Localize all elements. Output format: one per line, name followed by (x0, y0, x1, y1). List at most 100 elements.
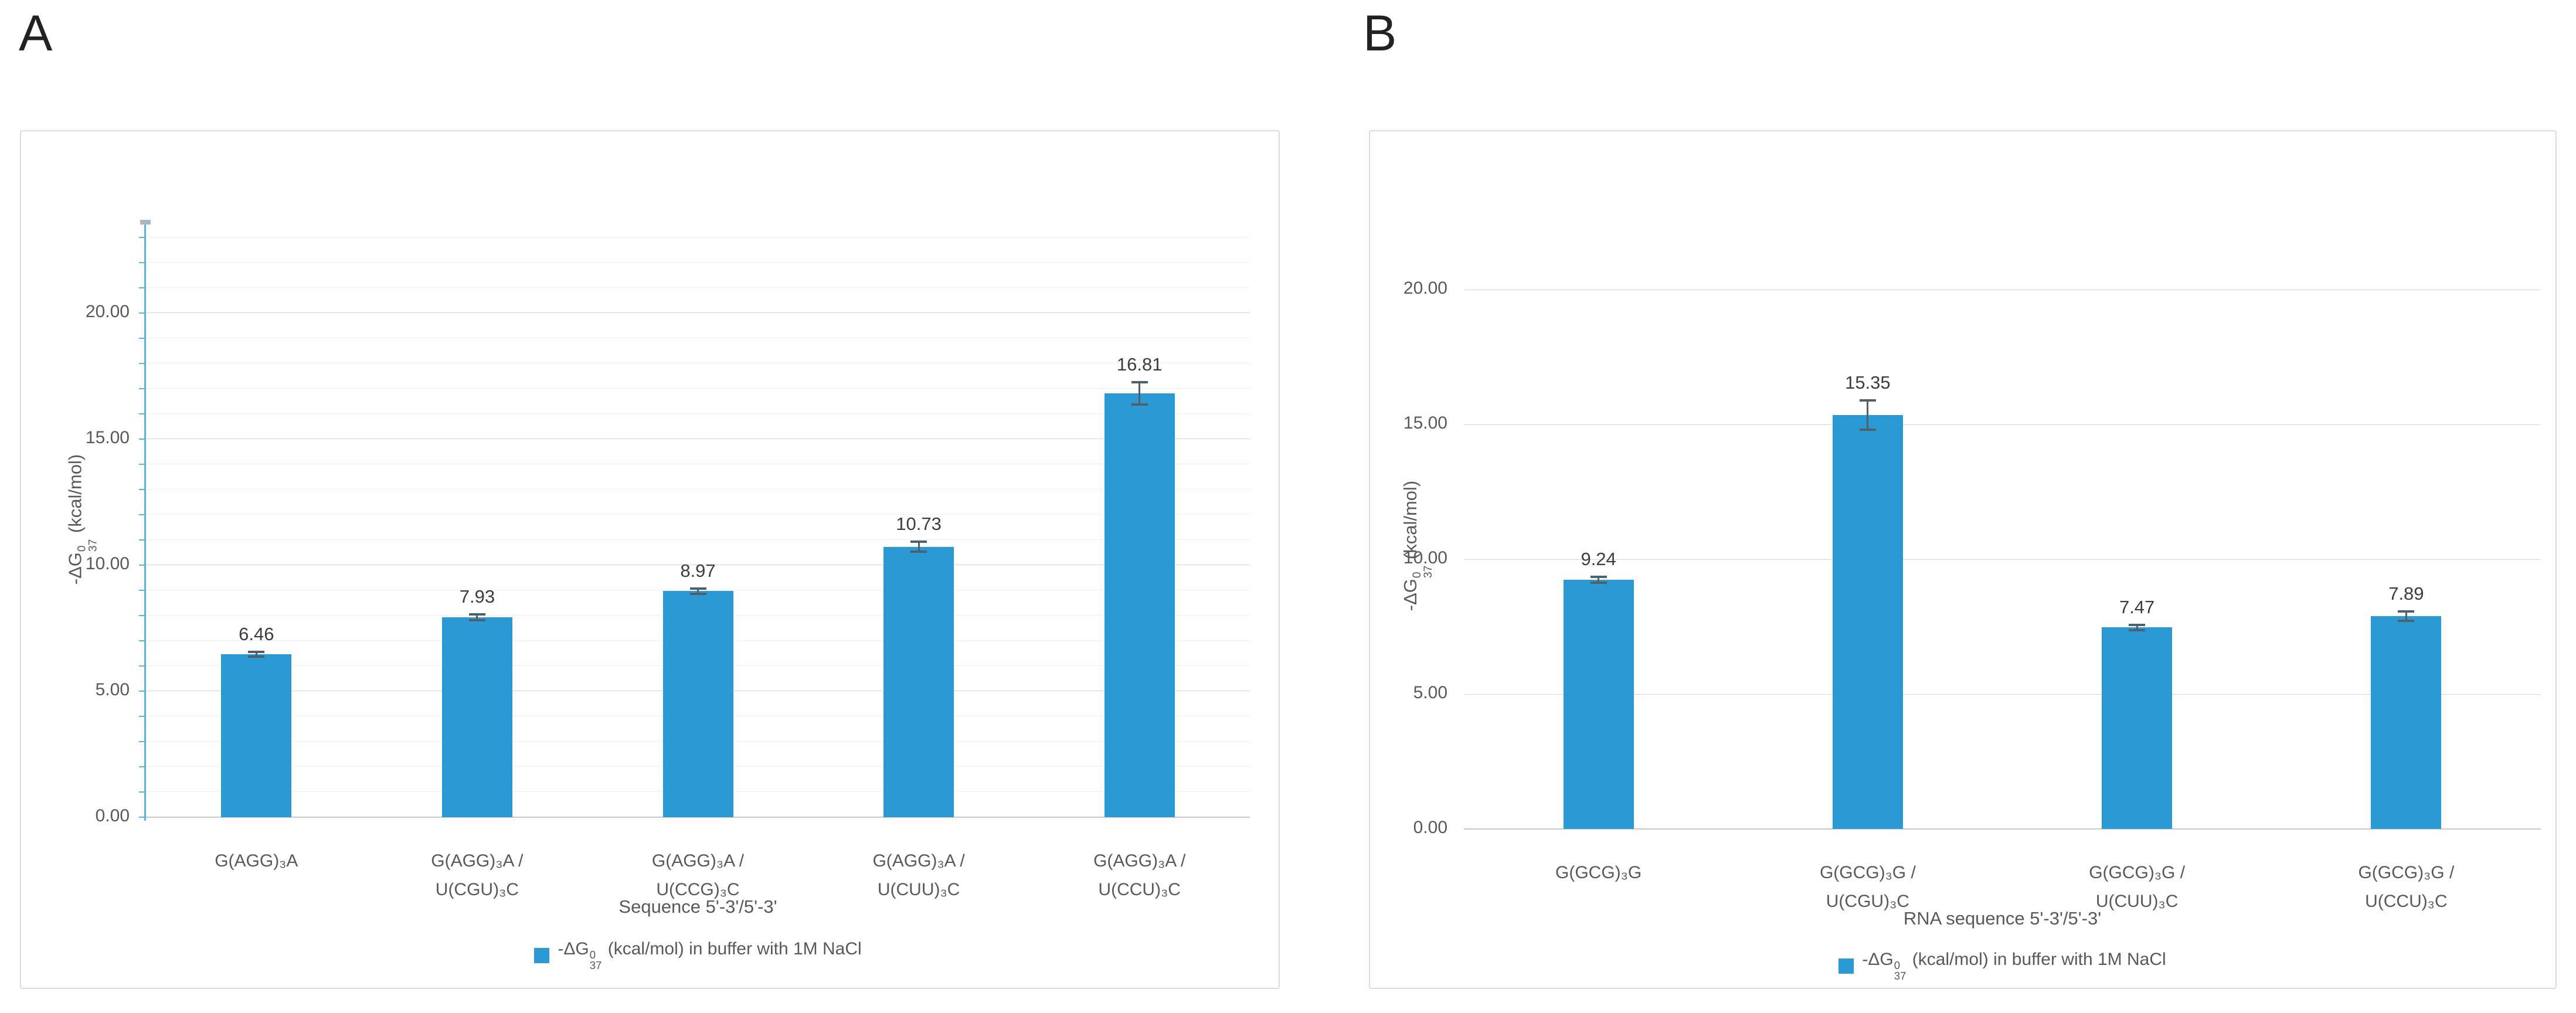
bar-value-label: 9.24 (1581, 549, 1616, 570)
minor-gridline (146, 539, 1250, 541)
bar (1563, 579, 1634, 829)
y-axis-title-sup: 0 (76, 545, 89, 552)
x-category-label-line: U(CGU)₃C (435, 880, 519, 899)
bar (1832, 414, 1903, 829)
y-tick-label: 0.00 (1413, 818, 1447, 837)
bar (441, 617, 512, 817)
error-bar-top-cap (2398, 610, 2415, 613)
y-tick-label: 20.00 (1403, 278, 1447, 298)
x-category-label-line: U(CCU)₃C (2365, 892, 2448, 911)
x-axis-baseline (146, 817, 1250, 818)
major-gridline (146, 438, 1250, 440)
x-category-label-line: U(CUU)₃C (2095, 892, 2179, 911)
y-axis-title-unit: (kcal/mol) (64, 454, 86, 538)
major-gridline (1464, 694, 2541, 695)
y-tick-label: 15.00 (1403, 413, 1447, 433)
y-axis-top-cap (140, 220, 151, 225)
y-axis-tick (139, 740, 146, 742)
y-axis-tick (139, 589, 146, 591)
error-bar-top-cap (248, 650, 265, 653)
x-category-label-line: G(AGG)₃A / (651, 851, 745, 871)
legend-label-sub: 37 (1894, 970, 1906, 983)
x-category-label-line: G(GCG)₃G / (1819, 863, 1916, 882)
panel-b-letter: B (1363, 5, 1397, 62)
y-axis-tick (139, 488, 146, 490)
y-axis-title: -ΔG 0 37 (kcal/mol) (1400, 263, 1435, 829)
bar (662, 591, 733, 817)
panel-a-letter: A (19, 5, 53, 62)
y-axis-tick (139, 413, 146, 414)
bar (883, 546, 954, 817)
bar-value-label: 6.46 (239, 623, 274, 644)
y-tick-label: 5.00 (1413, 683, 1447, 702)
y-axis-title-sub: 37 (87, 539, 100, 552)
legend-label-sup: 0 (589, 948, 596, 961)
error-bar-bottom-cap (910, 550, 927, 553)
x-category-label-line: U(CGU)₃C (1826, 892, 1909, 911)
error-bar-bottom-cap (248, 655, 265, 658)
bar (2102, 627, 2173, 829)
error-bar (255, 651, 257, 657)
error-bar (1598, 577, 1600, 583)
y-axis-tick (139, 514, 146, 515)
error-bar-bottom-cap (468, 619, 485, 622)
bar (1104, 393, 1175, 817)
legend-label: -ΔG 0 37 (kcal/mol) in buffer with 1M NaCl (1862, 950, 2166, 982)
x-category-label: G(GCG)₃G / U(CUU)₃C (2011, 858, 2263, 916)
x-category-label-line: G(AGG)₃A / (872, 851, 965, 871)
bar-value-label: 10.73 (896, 513, 942, 534)
legend-swatch-icon (534, 947, 550, 963)
x-axis-title: Sequence 5'-3'/5'-3' (618, 896, 777, 917)
x-category-label-line: U(CCU)₃C (1098, 880, 1181, 899)
legend-label-base: -ΔG (558, 939, 589, 958)
x-axis-title: RNA sequence 5'-3'/5'-3' (1903, 908, 2102, 929)
legend-swatch-icon (1838, 958, 1854, 974)
plot-area: 0.00 5.00 10.00 15.00 20.00 6.46 G(AGG)₃A 7.93 G… (86, 220, 1250, 899)
y-axis-tick (139, 817, 146, 818)
error-bar-bottom-cap (1131, 403, 1148, 406)
y-axis-tick (139, 791, 146, 793)
legend-label: -ΔG 0 37 (kcal/mol) in buffer with 1M NaCl (558, 939, 861, 971)
y-axis-title-sup: 0 (1411, 572, 1423, 579)
y-tick-label: 0.00 (95, 806, 130, 825)
legend-label-base: -ΔG (1862, 950, 1894, 969)
bar (221, 654, 292, 817)
y-tick-label: 5.00 (95, 679, 130, 699)
bar-value-label: 8.97 (680, 560, 716, 581)
major-gridline (1464, 424, 2541, 425)
legend: -ΔG 0 37 (kcal/mol) in buffer with 1M NaCl (1464, 950, 2541, 982)
major-gridline (1464, 559, 2541, 560)
bar-value-label: 15.35 (1845, 372, 1891, 393)
x-category-label: G(GCG)₃G (1473, 858, 1725, 887)
x-category-label-line: G(GCG)₃G / (2089, 863, 2186, 882)
minor-gridline (146, 262, 1250, 263)
x-category-label-line: G(AGG)₃A / (1093, 851, 1186, 871)
y-axis-tick (139, 387, 146, 389)
y-axis-tick (139, 287, 146, 288)
y-axis-title-base: -ΔG (1400, 579, 1420, 611)
error-bar-bottom-cap (2129, 628, 2146, 631)
x-category-label-line: U(CCG)₃C (656, 880, 740, 899)
legend: -ΔG 0 37 (kcal/mol) in buffer with 1M NaCl (146, 939, 1250, 971)
x-category-label-line: G(GCG)₃G / (2358, 863, 2455, 882)
y-axis-tick (139, 337, 146, 339)
error-bar-bottom-cap (2398, 620, 2415, 623)
y-axis-line (144, 222, 146, 821)
minor-gridline (146, 413, 1250, 414)
y-axis-tick (139, 463, 146, 465)
bar-value-label: 16.81 (1116, 353, 1163, 375)
x-axis-baseline (1464, 828, 2541, 830)
x-category-label: G(AGG)₃A (130, 847, 382, 875)
error-bar (917, 541, 920, 552)
legend-label-rest: (kcal/mol) in buffer with 1M NaCl (1907, 950, 2166, 969)
x-category-label: G(AGG)₃A / U(CUU)₃C (793, 847, 1045, 904)
y-axis-tick (139, 362, 146, 364)
error-bar-top-cap (910, 540, 927, 543)
error-bar (2136, 624, 2138, 630)
plot-area: 0.00 5.00 10.00 15.00 20.00 9.24 G(GCG)₃G 15.35… (1403, 263, 2541, 911)
y-tick-label: 20.00 (85, 301, 130, 321)
y-axis-tick (139, 438, 146, 440)
legend-label-sub: 37 (589, 959, 602, 972)
y-tick-label: 15.00 (85, 427, 130, 447)
x-category-label: G(GCG)₃G / U(CCU)₃C (2280, 858, 2532, 916)
